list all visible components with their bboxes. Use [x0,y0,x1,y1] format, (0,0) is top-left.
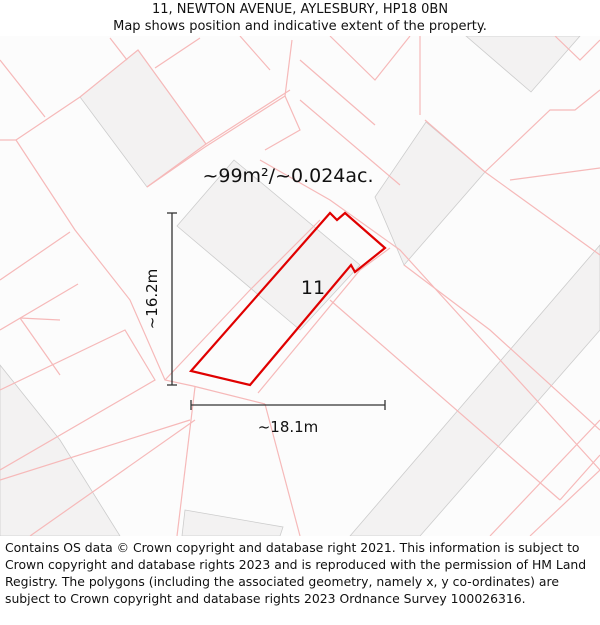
height-dimension-label: ~16.2m [143,269,161,330]
plot-number-label: 11 [301,277,325,299]
copyright-attribution: Contains OS data © Crown copyright and d… [5,540,587,606]
building [0,364,121,536]
map-header: 11, NEWTON AVENUE, AYLESBURY, HP18 0BN M… [0,0,600,37]
building [349,244,600,536]
map-canvas: ~99m²/~0.024ac. 11 ~16.2m ~18.1m [0,36,600,536]
property-boundary[interactable] [188,211,387,387]
property-address-title: 11, NEWTON AVENUE, AYLESBURY, HP18 0BN [151,2,449,17]
parcel-boundaries [0,36,600,536]
height-dimension-line [167,212,177,386]
width-dimension-line [190,400,386,410]
building [181,509,284,536]
buildings [0,36,600,536]
area-label: ~99m²/~0.024ac. [202,165,373,187]
building [465,36,581,93]
map-subtitle: Map shows position and indicative extent… [113,19,487,34]
width-dimension-label: ~18.1m [258,418,319,436]
property-map[interactable]: ~99m²/~0.024ac. 11 ~16.2m ~18.1m [0,36,600,536]
